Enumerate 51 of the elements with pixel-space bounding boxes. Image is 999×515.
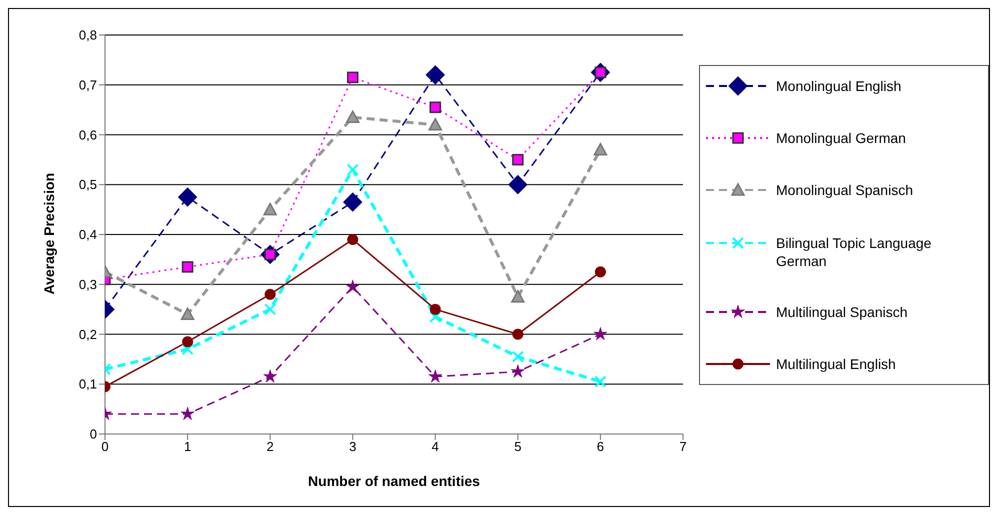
- legend-label: Monolingual English: [776, 77, 902, 95]
- y-tick-label: 0,2: [78, 326, 97, 342]
- x-axis-title: Number of named entities: [308, 473, 480, 489]
- legend-label: Bilingual Topic Language German: [776, 234, 932, 270]
- point: [182, 336, 194, 348]
- point: [264, 288, 276, 300]
- point: [512, 328, 524, 340]
- x-tick-label: 0: [101, 439, 109, 454]
- y-tick-label: 0,6: [78, 127, 97, 142]
- x-tick-label: 1: [184, 439, 192, 454]
- x-tick-label: 6: [596, 439, 604, 454]
- x-tick-label: 7: [679, 439, 687, 454]
- x-tick-label: 3: [349, 439, 356, 454]
- y-tick-label: 0,7: [78, 77, 97, 92]
- y-tick-label: 0,5: [78, 177, 97, 192]
- point: [594, 142, 608, 156]
- point: [347, 234, 358, 245]
- point: [512, 154, 524, 166]
- legend-label: Monolingual Spanisch: [776, 181, 913, 200]
- point: [180, 406, 194, 420]
- point: [180, 308, 194, 320]
- x-tick-label: 5: [514, 439, 522, 454]
- point: [594, 266, 606, 278]
- point: [263, 369, 278, 383]
- x-tick-label: 4: [432, 439, 439, 454]
- y-tick-label: 0: [90, 426, 97, 442]
- point: [346, 280, 360, 293]
- point: [430, 304, 441, 315]
- point: [428, 369, 442, 383]
- y-tick-label: 0,3: [78, 276, 97, 292]
- point: [182, 261, 194, 273]
- y-axis-title: Average Precision: [40, 172, 57, 294]
- point: [594, 327, 608, 340]
- point: [511, 290, 525, 303]
- legend-label: Multilingual English: [776, 354, 896, 373]
- y-tick-label: 0,1: [78, 376, 97, 392]
- point: [508, 175, 528, 194]
- x-tick-label: 2: [266, 439, 274, 454]
- point: [430, 102, 442, 114]
- legend-label: Monolingual German: [776, 129, 906, 148]
- point: [428, 118, 442, 131]
- point: [343, 192, 362, 212]
- point: [263, 202, 277, 216]
- y-tick-label: 0,4: [78, 227, 97, 242]
- point: [346, 110, 360, 124]
- point: [510, 364, 525, 378]
- legend-label: Multilingual Spanisch: [776, 302, 908, 321]
- point: [178, 188, 198, 207]
- y-tick-label: 0,8: [78, 28, 97, 43]
- point: [346, 72, 358, 84]
- point: [426, 65, 445, 84]
